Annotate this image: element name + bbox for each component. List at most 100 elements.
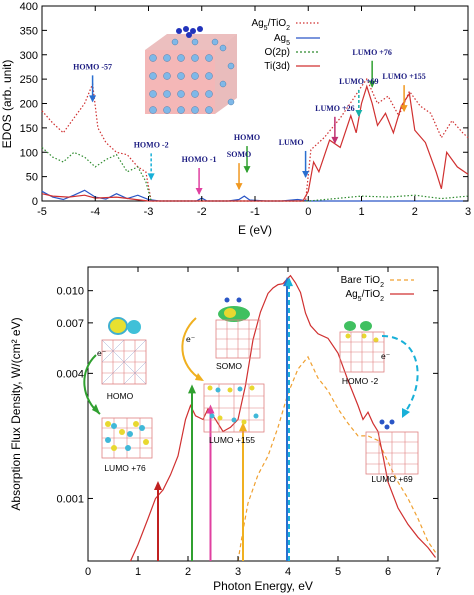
edos-x-tick-label: -4 — [90, 206, 100, 218]
absorption-y-tick-label: 0.001 — [56, 493, 84, 505]
legend-label-ag5: Ag5 — [274, 33, 290, 47]
edos-legend: Ag5/TiO2 Ag5 O(2p) Ti(3d) — [251, 18, 320, 72]
edos-arrowhead-somo — [235, 183, 243, 191]
label-homo: HOMO — [107, 391, 134, 401]
absorption-y-tick-label: 0.010 — [56, 286, 84, 298]
edos-x-tick-label: -2 — [197, 206, 207, 218]
orbital-inset-lumo69 — [365, 419, 419, 475]
absorption-x-tick-label: 5 — [335, 566, 341, 578]
orbital-inset-homo-2 — [339, 321, 385, 373]
edos-x-tick-label: 2 — [412, 206, 418, 218]
label-homo-2: HOMO -2 — [342, 376, 379, 386]
label-lumo-155: LUMO +155 — [209, 435, 255, 445]
orbital-inset-lumo76 — [101, 417, 153, 459]
label-e-minus-1: e⁻ — [97, 348, 107, 358]
absorption-x-tick-label: 7 — [435, 566, 441, 578]
edos-annotation-lumo: LUMO — [279, 138, 304, 147]
homo2-to-lumo69-arrowhead — [402, 408, 410, 418]
edos-annotation-homo-2: HOMO -2 — [134, 140, 169, 149]
absorption-panel: 0 1 2 3 4 5 6 7 0.001 0.004 0.007 0.010 Bare TiO2 A… — [9, 266, 441, 593]
edos-annotation-homo-57: HOMO -57 — [73, 62, 112, 71]
edos-y-tick-label: 300 — [20, 50, 38, 62]
orbital-inset-somo — [215, 297, 261, 359]
absorption-transition-arrowhead — [188, 384, 196, 394]
edos-x-tick-label: -3 — [144, 206, 154, 218]
absorption-x-tick-label: 3 — [235, 566, 241, 578]
edos-arrowhead-lumo — [302, 170, 310, 178]
edos-arrowhead-homo-57 — [89, 95, 97, 103]
absorption-series-bare-tio2 — [237, 355, 436, 562]
absorption-plot-frame — [87, 266, 439, 562]
absorption-legend: Bare TiO2 Ag5/TiO2 — [341, 275, 414, 303]
label-e-minus-3: e⁻ — [381, 351, 391, 361]
absorption-y-tick-label: 0.007 — [56, 318, 84, 330]
label-lumo-76: LUMO +76 — [104, 463, 146, 473]
edos-x-tick-label: -5 — [37, 206, 47, 218]
orbital-inset-homo — [101, 317, 147, 385]
edos-arrowhead-lumo-69 — [355, 110, 363, 117]
edos-y-tick-label: 400 — [20, 1, 38, 13]
edos-annotations: HOMO -57 HOMO -2 HOMO -1 SOMO HOMO LUMO LUMO +… — [73, 48, 426, 164]
edos-ticks: -5 -4 -3 -2 -1 0 1 2 3 0 50 100 150 200 250 300 350 400 — [20, 1, 471, 218]
absorption-x-axis-title: Photon Energy, eV — [213, 579, 313, 593]
edos-x-axis-title: E (eV) — [238, 223, 272, 237]
label-somo: SOMO — [216, 361, 242, 371]
edos-arrowhead-lumo-76 — [368, 80, 376, 88]
label-lumo-69: LUMO +69 — [371, 474, 413, 484]
absorption-x-tick-label: 0 — [85, 566, 91, 578]
edos-panel: -5 -4 -3 -2 -1 0 1 2 3 0 50 100 150 200 250 300 350 400 H… — [0, 1, 471, 237]
edos-arrowhead-lumo-26 — [331, 136, 339, 144]
edos-annotation-somo: SOMO — [227, 150, 251, 159]
edos-series — [41, 77, 469, 202]
absorption-arrows — [154, 277, 293, 561]
orbital-inset-lumo155 — [203, 383, 265, 433]
absorption-transition-arrowhead — [206, 404, 215, 414]
edos-y-tick-label: 350 — [20, 25, 38, 37]
edos-y-tick-label: 200 — [20, 99, 38, 111]
edos-arrowhead-homo-2 — [147, 173, 155, 181]
edos-y-tick-label: 100 — [20, 147, 38, 159]
absorption-transition-arrowhead — [239, 422, 247, 432]
somo-to-lumo155-arrow — [181, 317, 203, 381]
legend-label-ag5-tio2-abs: Ag5/TiO2 — [345, 289, 384, 303]
edos-annotation-lumo-26: LUMO +26 — [315, 104, 354, 113]
absorption-y-tick-label: 0.004 — [56, 368, 84, 380]
label-e-minus-2: e⁻ — [186, 334, 196, 344]
absorption-x-tick-label: 2 — [185, 566, 191, 578]
edos-annotation-homo: HOMO — [234, 133, 260, 142]
edos-y-tick-label: 250 — [20, 74, 38, 86]
homo-to-lumo76-arrow — [83, 354, 101, 415]
edos-arrowhead-homo-1 — [195, 188, 203, 195]
edos-annotation-homo-1: HOMO -1 — [182, 155, 217, 164]
edos-annotation-lumo-155: LUMO +155 — [382, 72, 425, 81]
absorption-transition-arrowhead — [285, 277, 293, 287]
edos-arrowhead-homo — [243, 166, 251, 174]
homo2-to-lumo69-arrow — [381, 335, 419, 415]
edos-annotation-lumo-69: LUMO +69 — [339, 77, 378, 86]
edos-series-ag5-tio2 — [41, 77, 469, 202]
absorption-x-tick-label: 1 — [135, 566, 141, 578]
homo-to-lumo76-arrowhead — [92, 404, 100, 414]
edos-series-ti-3d — [41, 84, 469, 202]
absorption-x-tick-label: 4 — [285, 566, 291, 578]
edos-y-tick-label: 50 — [26, 172, 38, 184]
absorption-ticks: 0 1 2 3 4 5 6 7 0.001 0.004 0.007 0.010 — [56, 267, 441, 578]
edos-y-axis-title: EDOS (arb. unit) — [0, 60, 14, 149]
edos-x-tick-label: 1 — [358, 206, 364, 218]
edos-arrows — [89, 60, 408, 195]
edos-y-tick-label: 0 — [32, 196, 38, 208]
crystal-structure-inset — [145, 26, 237, 114]
legend-label-bare-tio2: Bare TiO2 — [341, 275, 384, 289]
legend-label-ag5-tio2: Ag5/TiO2 — [251, 18, 290, 32]
edos-series-o-2p — [41, 146, 469, 202]
absorption-y-axis-title: Absorption Flux Density, W/(cm² eV) — [9, 317, 23, 510]
absorption-series — [129, 274, 436, 562]
legend-label-ti3d: Ti(3d) — [264, 61, 290, 72]
absorption-x-tick-label: 6 — [385, 566, 391, 578]
edos-annotation-lumo-76: LUMO +76 — [352, 48, 391, 57]
edos-arrowhead-lumo-155 — [400, 105, 408, 113]
legend-label-o2p: O(2p) — [264, 47, 290, 58]
edos-x-tick-label: 3 — [465, 206, 471, 218]
edos-y-tick-label: 150 — [20, 123, 38, 135]
